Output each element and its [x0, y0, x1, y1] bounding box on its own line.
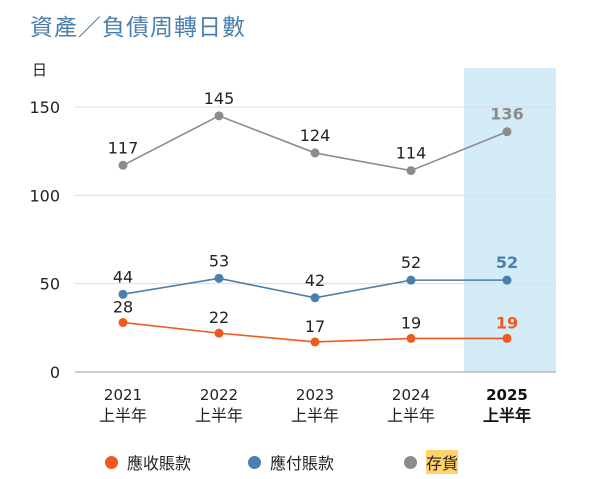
data-label: 136 — [490, 105, 523, 124]
x-tick-period: 上半年 — [291, 406, 339, 425]
legend-label-inventory: 存貨 — [426, 450, 459, 474]
y-tick-label: 50 — [40, 275, 60, 294]
data-point — [406, 166, 416, 176]
legend-item-payables: 應付賬款 — [248, 450, 334, 474]
data-point — [310, 293, 320, 303]
data-point — [310, 148, 320, 158]
x-tick-year: 2024 — [392, 386, 430, 404]
data-label: 28 — [113, 298, 133, 317]
data-point — [406, 275, 416, 285]
y-axis-unit: 日 — [32, 61, 47, 79]
data-point — [214, 328, 224, 338]
legend-dot-receivables — [105, 455, 118, 469]
data-point — [406, 333, 416, 343]
data-point — [214, 111, 224, 121]
legend-label-receivables: 應收賬款 — [127, 454, 192, 473]
data-point — [502, 333, 512, 343]
data-label: 124 — [300, 126, 331, 145]
legend-dot-inventory — [404, 455, 417, 469]
data-label: 145 — [204, 89, 235, 108]
data-label: 117 — [108, 138, 139, 157]
x-tick-year: 2025 — [486, 386, 528, 404]
data-point — [310, 337, 320, 347]
x-tick-year: 2021 — [104, 386, 142, 404]
data-point — [214, 273, 224, 283]
data-label: 42 — [305, 271, 325, 290]
x-tick-period: 上半年 — [99, 406, 147, 425]
data-label: 52 — [401, 253, 421, 272]
data-label: 17 — [305, 317, 325, 336]
data-point — [118, 160, 128, 170]
data-point — [502, 127, 512, 137]
x-tick-period: 上半年 — [483, 406, 531, 425]
legend-item-receivables: 應收賬款 — [105, 450, 191, 474]
data-label: 44 — [113, 267, 133, 286]
data-label: 114 — [396, 144, 427, 163]
data-label: 22 — [209, 308, 229, 327]
data-point — [502, 275, 512, 285]
x-tick-year: 2023 — [296, 386, 334, 404]
legend-dot-payables — [248, 455, 261, 469]
x-tick-period: 上半年 — [195, 406, 243, 425]
chart-title: 資產／負債周轉日數 — [30, 15, 246, 41]
data-label: 19 — [401, 313, 421, 332]
data-point — [118, 318, 128, 328]
highlight-band — [464, 68, 556, 372]
legend-item-inventory: 存貨 — [404, 450, 459, 474]
x-tick-period: 上半年 — [387, 406, 435, 425]
data-label: 52 — [496, 253, 518, 272]
x-tick-year: 2022 — [200, 386, 238, 404]
legend-label-payables: 應付賬款 — [270, 454, 335, 473]
data-label: 19 — [496, 313, 518, 332]
data-label: 53 — [209, 251, 229, 270]
y-tick-label: 100 — [29, 186, 60, 205]
y-tick-label: 150 — [29, 98, 60, 117]
data-point — [118, 289, 128, 299]
y-tick-label: 0 — [50, 363, 60, 382]
